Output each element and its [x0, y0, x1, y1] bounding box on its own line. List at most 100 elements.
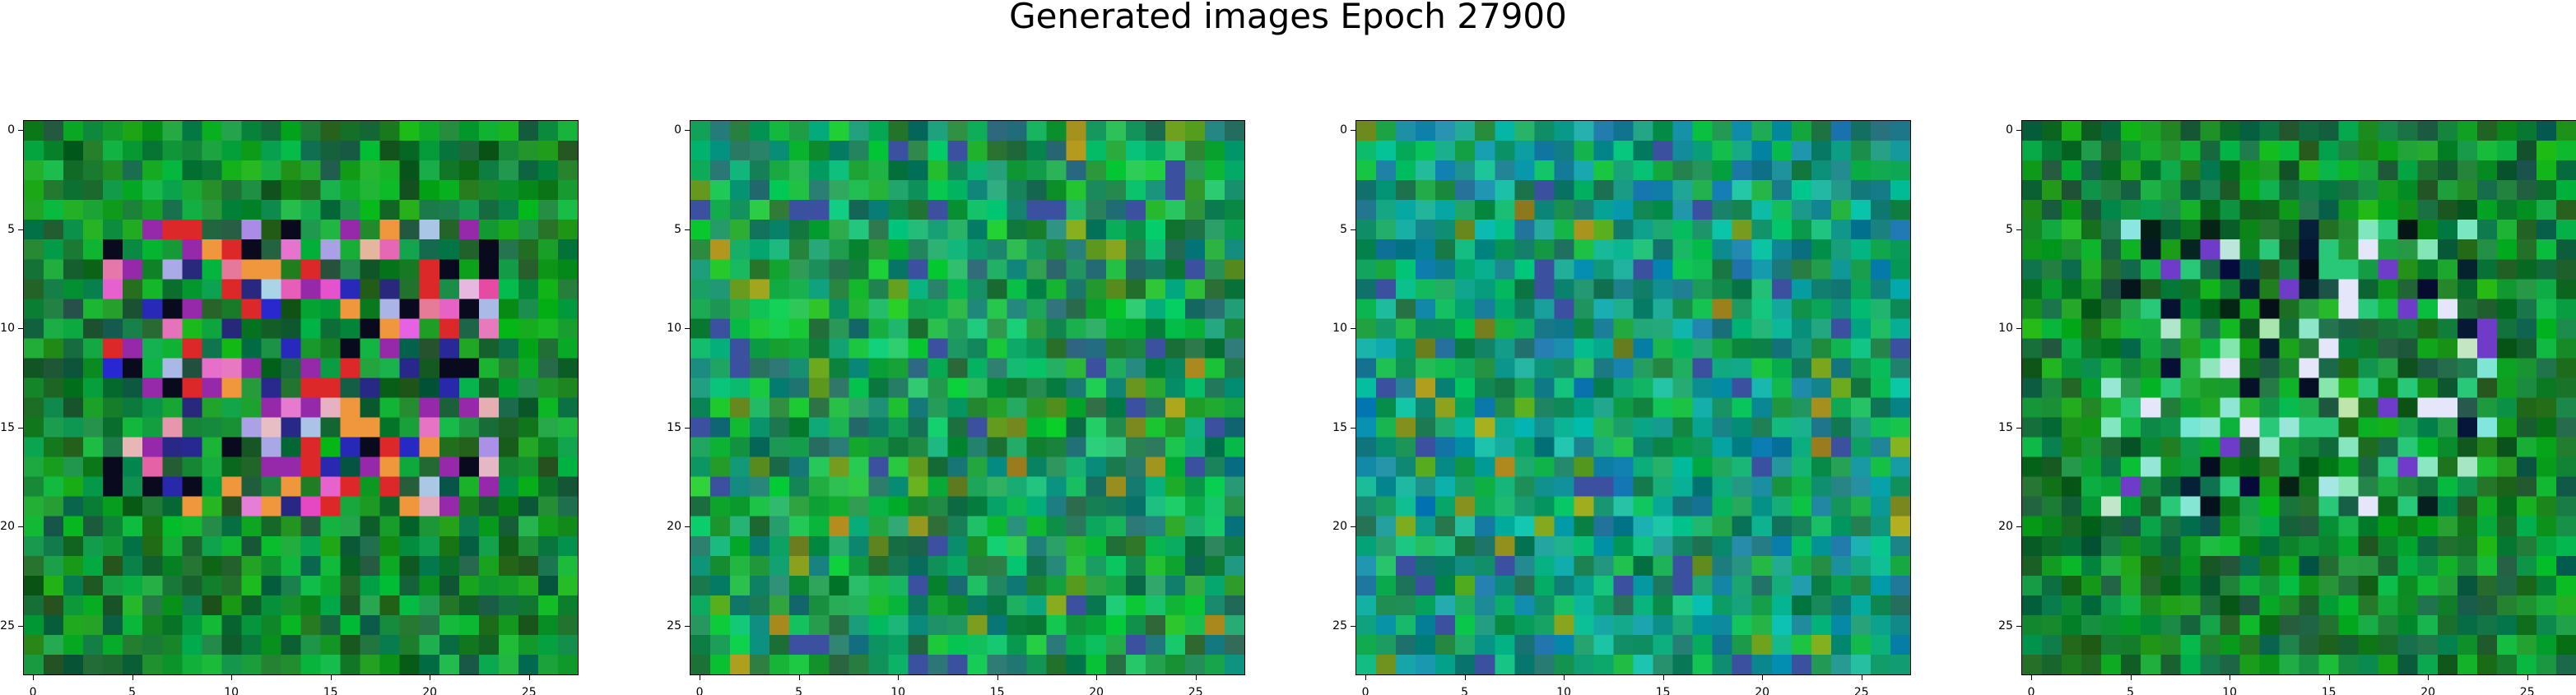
x-tick-mark	[1195, 675, 1197, 680]
y-tick-label: 0	[1340, 123, 1347, 137]
x-tick-label: 5	[2127, 686, 2135, 695]
y-tick-mark	[2016, 625, 2021, 627]
y-tick-label: 10	[1332, 322, 1347, 336]
x-tick-label: 25	[521, 686, 537, 695]
x-tick-mark	[1662, 675, 1664, 680]
x-tick-label: 20	[422, 686, 438, 695]
x-tick-label: 0	[2027, 686, 2035, 695]
x-tick-mark	[2031, 675, 2033, 680]
x-tick-mark	[2130, 675, 2132, 680]
y-tick-mark	[1351, 130, 1355, 132]
generated-image-3-canvas	[1356, 121, 1910, 674]
x-tick-mark	[2527, 675, 2528, 680]
y-tick-mark	[685, 328, 690, 330]
x-tick-label: 15	[2321, 686, 2337, 695]
x-tick-mark	[798, 675, 800, 680]
y-tick-label: 5	[674, 222, 681, 236]
y-tick-label: 5	[7, 222, 15, 236]
y-tick-label: 10	[667, 322, 681, 336]
y-tick-label: 20	[1332, 520, 1347, 534]
y-tick-mark	[1351, 526, 1355, 528]
x-tick-mark	[997, 675, 998, 680]
y-tick-mark	[685, 625, 690, 627]
y-tick-mark	[2016, 427, 2021, 429]
x-tick-label: 0	[1361, 686, 1369, 695]
x-tick-mark	[330, 675, 332, 680]
x-tick-mark	[1365, 675, 1367, 680]
x-tick-mark	[898, 675, 900, 680]
x-tick-label: 5	[1461, 686, 1469, 695]
y-tick-label: 15	[1998, 420, 2013, 434]
y-tick-mark	[18, 526, 23, 528]
x-tick-label: 10	[224, 686, 239, 695]
x-tick-label: 20	[1755, 686, 1770, 695]
x-tick-mark	[33, 675, 35, 680]
generated-image-4-canvas	[2022, 121, 2576, 674]
generated-image-3	[1355, 120, 1911, 675]
y-tick-mark	[1351, 328, 1355, 330]
x-tick-mark	[1762, 675, 1764, 680]
x-tick-label: 0	[29, 686, 37, 695]
y-tick-label: 0	[7, 123, 15, 137]
y-tick-label: 10	[1998, 322, 2013, 336]
x-tick-label: 5	[128, 686, 137, 695]
y-tick-mark	[2016, 229, 2021, 230]
x-tick-label: 10	[1556, 686, 1572, 695]
y-tick-label: 0	[674, 123, 681, 137]
y-tick-mark	[2016, 328, 2021, 330]
y-tick-label: 15	[0, 420, 15, 434]
x-tick-label: 20	[2420, 686, 2436, 695]
y-tick-mark	[18, 625, 23, 627]
y-tick-mark	[18, 427, 23, 429]
x-tick-mark	[528, 675, 530, 680]
y-tick-mark	[1351, 625, 1355, 627]
y-tick-label: 25	[1998, 619, 2013, 632]
x-tick-label: 10	[890, 686, 906, 695]
generated-image-1	[23, 120, 579, 675]
y-tick-label: 5	[1340, 222, 1347, 236]
x-tick-label: 5	[795, 686, 803, 695]
y-tick-label: 0	[2006, 123, 2013, 137]
y-tick-label: 15	[1332, 420, 1347, 434]
y-tick-label: 25	[667, 619, 681, 632]
x-tick-label: 0	[695, 686, 704, 695]
x-tick-label: 15	[1655, 686, 1671, 695]
y-tick-mark	[18, 328, 23, 330]
x-tick-mark	[1096, 675, 1098, 680]
x-tick-mark	[2428, 675, 2430, 680]
y-tick-label: 5	[2006, 222, 2013, 236]
x-tick-label: 25	[2519, 686, 2535, 695]
y-tick-mark	[1351, 229, 1355, 230]
y-tick-label: 15	[667, 420, 681, 434]
x-tick-label: 15	[989, 686, 1005, 695]
generated-image-2	[690, 120, 1245, 675]
y-tick-mark	[685, 427, 690, 429]
y-tick-mark	[1351, 427, 1355, 429]
y-tick-mark	[685, 229, 690, 230]
x-tick-mark	[2328, 675, 2330, 680]
y-tick-mark	[2016, 526, 2021, 528]
y-tick-mark	[2016, 130, 2021, 132]
y-tick-label: 25	[0, 619, 15, 632]
y-tick-label: 20	[667, 520, 681, 534]
y-tick-mark	[685, 130, 690, 132]
y-tick-mark	[685, 526, 690, 528]
y-tick-label: 10	[0, 322, 15, 336]
x-tick-label: 15	[323, 686, 338, 695]
x-tick-label: 25	[1188, 686, 1203, 695]
y-tick-label: 20	[1998, 520, 2013, 534]
y-tick-label: 20	[0, 520, 15, 534]
x-tick-mark	[1464, 675, 1466, 680]
y-tick-mark	[18, 130, 23, 132]
generated-image-1-canvas	[24, 121, 578, 674]
x-tick-label: 10	[2222, 686, 2238, 695]
y-tick-mark	[18, 229, 23, 230]
generated-image-4	[2021, 120, 2576, 675]
x-tick-label: 20	[1089, 686, 1104, 695]
generated-image-2-canvas	[690, 121, 1244, 674]
x-tick-label: 25	[1853, 686, 1869, 695]
x-tick-mark	[1564, 675, 1565, 680]
x-tick-mark	[231, 675, 233, 680]
figure-title: Generated images Epoch 27900	[1009, 0, 1567, 36]
